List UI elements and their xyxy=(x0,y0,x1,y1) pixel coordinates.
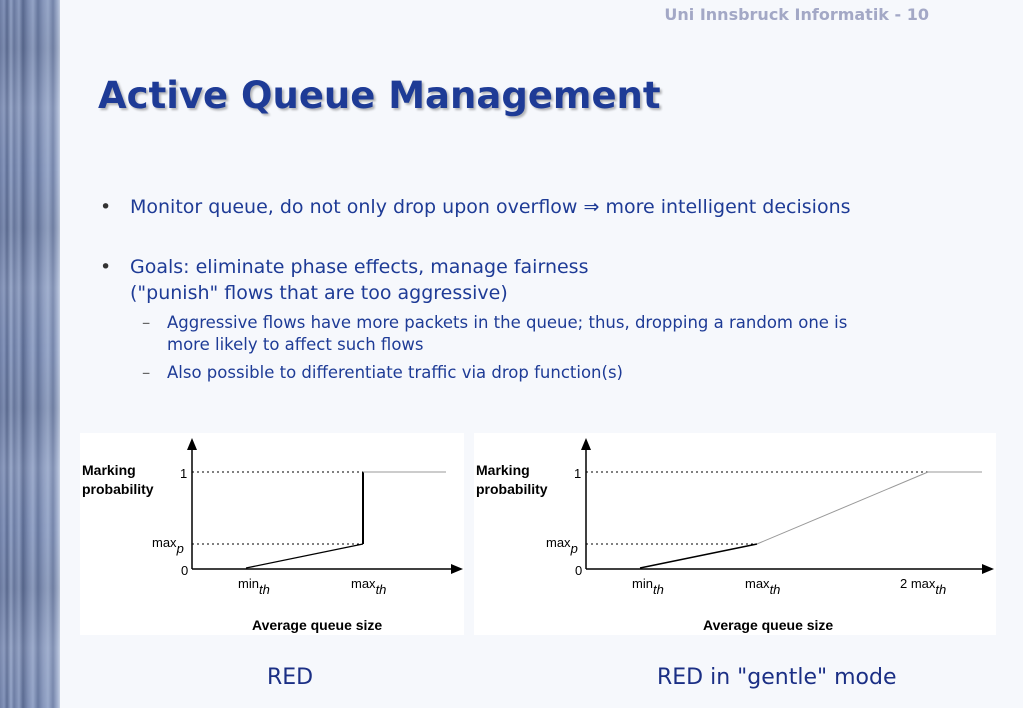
series-segment-gentle xyxy=(756,471,929,545)
y-tick-maxp: maxp xyxy=(546,535,578,556)
bullet-item: • Monitor queue, do not only drop upon o… xyxy=(100,194,980,220)
y-tick-zero: 0 xyxy=(181,563,188,578)
x-axis-arrow xyxy=(982,564,994,574)
y-tick-zero: 0 xyxy=(575,563,582,578)
x-tick-min-th: minth xyxy=(238,576,270,597)
sub-bullet-dash: – xyxy=(142,313,151,332)
bullet-line: Goals: eliminate phase effects, manage f… xyxy=(130,256,589,278)
red-chart: Marking probability 1 maxp 0 minth maxth… xyxy=(80,433,464,635)
x-tick-2-max-th: 2 maxth xyxy=(900,576,946,597)
x-tick-min-th: minth xyxy=(632,576,664,597)
bullet-item: • Goals: eliminate phase effects, manage… xyxy=(100,254,980,306)
y-axis-label: Marking probability xyxy=(476,462,548,497)
red-chart-svg: Marking probability 1 maxp 0 minth maxth… xyxy=(82,438,463,633)
bullet-dot: • xyxy=(100,196,112,218)
series-segment-ramp xyxy=(245,543,364,569)
caption-red: RED xyxy=(267,665,314,690)
sub-bullet-item: – Also possible to differentiate traffic… xyxy=(142,362,980,384)
y-tick-one: 1 xyxy=(574,466,581,481)
y-axis-arrow xyxy=(187,438,197,450)
x-axis-label: Average queue size xyxy=(252,617,382,633)
sub-bullet-line: Also possible to differentiate traffic v… xyxy=(167,363,623,382)
x-axis-label: Average queue size xyxy=(703,617,833,633)
sub-bullet-line: Aggressive flows have more packets in th… xyxy=(167,313,848,332)
sub-bullet-line: more likely to affect such flows xyxy=(167,335,424,354)
sub-bullet-dash: – xyxy=(142,363,151,382)
y-axis-label: Marking probability xyxy=(82,462,154,497)
bullet-dot: • xyxy=(100,256,112,278)
y-axis-arrow xyxy=(581,438,591,450)
x-axis-arrow xyxy=(451,564,463,574)
slide-header: Uni Innsbruck Informatik - 10 xyxy=(664,5,929,24)
sub-bullet-text: Also possible to differentiate traffic v… xyxy=(167,362,623,384)
decorative-left-bar xyxy=(0,0,60,708)
red-gentle-chart-svg: Marking probability 1 maxp 0 minth maxth… xyxy=(476,438,994,633)
caption-red-gentle: RED in "gentle" mode xyxy=(657,665,897,690)
series-segment-ramp xyxy=(639,543,758,569)
bullet-text: Goals: eliminate phase effects, manage f… xyxy=(130,254,588,306)
y-tick-one: 1 xyxy=(180,466,187,481)
red-gentle-chart: Marking probability 1 maxp 0 minth maxth… xyxy=(474,433,996,635)
x-tick-max-th: maxth xyxy=(745,576,780,597)
bullet-text: Monitor queue, do not only drop upon ove… xyxy=(130,196,851,218)
sub-bullet-text: Aggressive flows have more packets in th… xyxy=(167,312,847,356)
y-tick-maxp: maxp xyxy=(152,535,184,556)
slide-title: Active Queue Management xyxy=(98,74,661,117)
sub-bullet-item: – Aggressive flows have more packets in … xyxy=(142,312,980,356)
bullet-line: ("punish" flows that are too aggressive) xyxy=(130,282,508,304)
x-tick-max-th: maxth xyxy=(351,576,386,597)
bullet-list: • Monitor queue, do not only drop upon o… xyxy=(100,194,980,384)
